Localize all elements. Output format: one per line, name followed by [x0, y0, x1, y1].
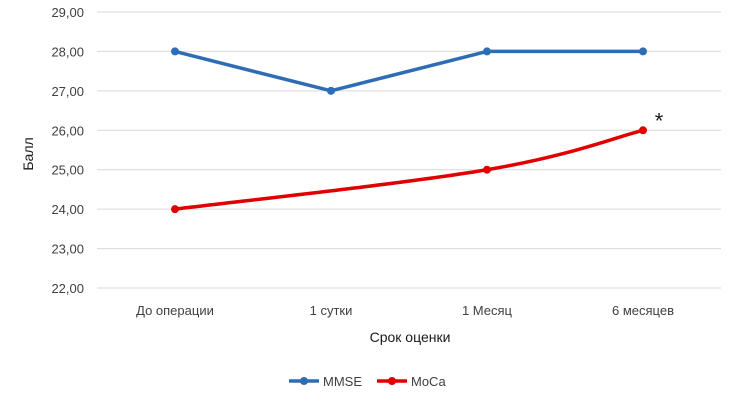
legend-swatch-marker — [388, 377, 396, 385]
x-tick-label: 6 месяцев — [612, 303, 674, 318]
data-point-moca — [483, 165, 491, 174]
legend-item-mmse: MMSE — [289, 374, 362, 389]
significance-asterisk: * — [655, 108, 664, 133]
y-axis-label: Балл — [20, 137, 36, 170]
legend: MMSE MoCa — [289, 374, 446, 389]
data-point-mmse — [483, 47, 491, 56]
y-tick-label: 26,00 — [51, 123, 84, 138]
y-tick-label: 29,00 — [51, 5, 84, 20]
series-line-moca — [173, 128, 645, 211]
data-point-moca — [639, 126, 647, 135]
series-lines — [173, 49, 645, 211]
y-tick-label: 24,00 — [51, 202, 84, 217]
x-axis-label: Срок оценки — [370, 329, 451, 345]
y-tick-label: 22,00 — [51, 281, 84, 296]
x-tick-label: 1 сутки — [310, 303, 353, 318]
data-point-mmse — [639, 47, 647, 56]
y-tick-label: 23,00 — [51, 242, 84, 257]
data-point-moca — [171, 205, 179, 214]
x-axis-ticks: До операции 1 сутки 1 Месяц 6 месяцев — [136, 303, 674, 318]
legend-swatch-marker — [300, 377, 308, 385]
x-tick-label: До операции — [136, 303, 214, 318]
annotations: * — [655, 108, 664, 133]
y-tick-label: 28,00 — [51, 44, 84, 59]
legend-label: MMSE — [323, 374, 362, 389]
data-point-mmse — [327, 86, 335, 95]
series-line-mmse — [173, 49, 645, 93]
x-tick-label: 1 Месяц — [462, 303, 513, 318]
gridlines — [97, 11, 721, 289]
legend-item-moca: MoCa — [377, 374, 446, 389]
data-point-mmse — [171, 47, 179, 56]
y-axis-ticks: 22,00 23,00 24,00 25,00 26,00 27,00 28,00 29,00 — [51, 5, 84, 296]
y-tick-label: 27,00 — [51, 84, 84, 99]
legend-label: MoCa — [411, 374, 446, 389]
series-points — [171, 47, 647, 214]
y-tick-label: 25,00 — [51, 163, 84, 178]
